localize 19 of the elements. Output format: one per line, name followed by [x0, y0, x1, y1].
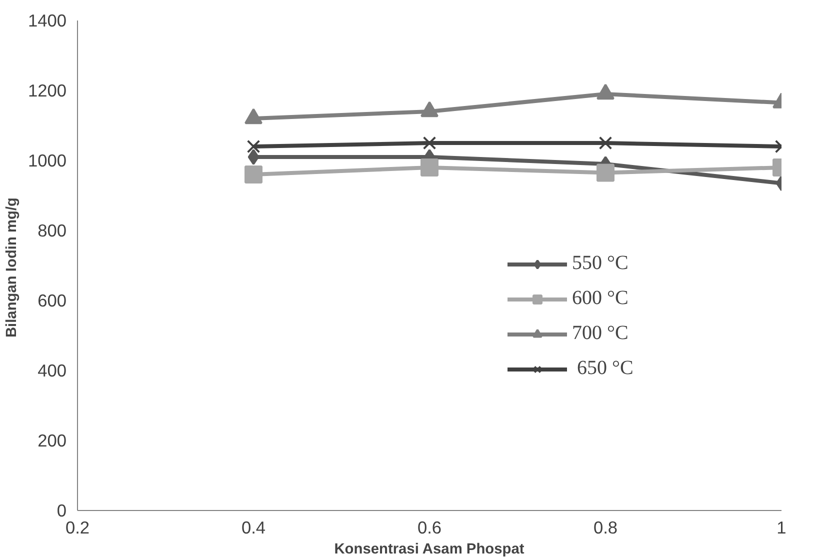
x-axis-title: Konsentrasi Asam Phospat	[334, 542, 524, 558]
legend-label: 550 °C	[572, 252, 628, 275]
legend-label: 650 °C	[576, 357, 634, 380]
y-tick-label: 800	[38, 220, 67, 240]
y-tick-label: 1000	[28, 150, 67, 170]
x-tick-label: 0.2	[65, 518, 90, 538]
y-axis-title: Bilangan Iodin mg/g	[4, 198, 20, 338]
legend-label: 600 °C	[572, 287, 628, 310]
y-tick-label: 200	[38, 430, 67, 450]
x-tick-label: 0.6	[417, 518, 442, 538]
y-tick-label: 0	[56, 500, 67, 520]
y-tick-label: 1200	[28, 80, 67, 100]
x-tick-label: 0.4	[241, 518, 266, 538]
legend-label: 700 °C	[572, 322, 628, 345]
x-tick-label: 1	[776, 518, 786, 538]
x-tick-label: 0.8	[593, 518, 618, 538]
y-tick-label: 600	[38, 290, 67, 310]
y-tick-label: 1400	[28, 10, 67, 30]
y-tick-label: 400	[38, 360, 67, 380]
